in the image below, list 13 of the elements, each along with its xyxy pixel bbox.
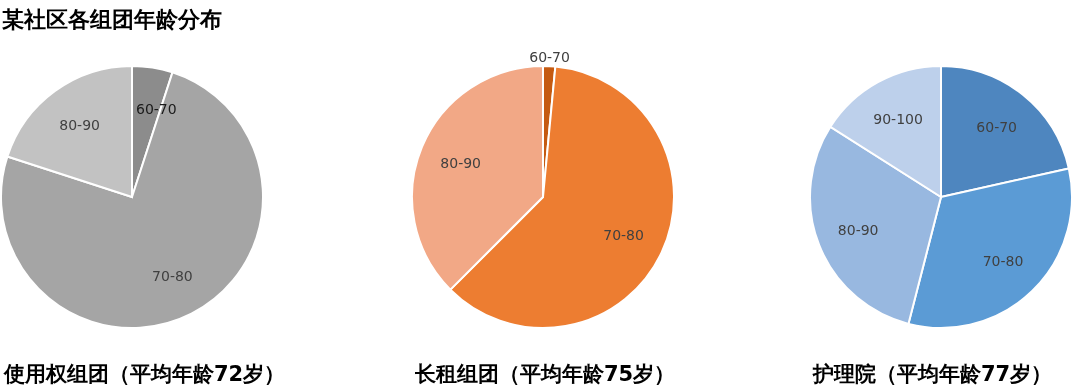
text: 护理院（平均年龄77岁） — [812, 362, 1053, 386]
slice-label: 60-70 — [976, 119, 1018, 136]
slice-label: 70-80 — [982, 252, 1024, 269]
slice-label: 90-100 — [873, 110, 923, 127]
slice-label: 80-90 — [440, 154, 482, 171]
slice-label: 70-80 — [603, 226, 644, 243]
slice-label: 80-90 — [59, 116, 100, 133]
slice-label: 60-70 — [529, 48, 570, 65]
slice-label: 70-80 — [152, 268, 193, 285]
slice-label: 80-90 — [837, 221, 879, 238]
text: 长租组团（平均年龄75岁） — [414, 362, 676, 386]
chart-title: 某社区各组团年龄分布 — [2, 7, 222, 32]
text: 使用权组团（平均年龄72岁） — [3, 362, 286, 386]
